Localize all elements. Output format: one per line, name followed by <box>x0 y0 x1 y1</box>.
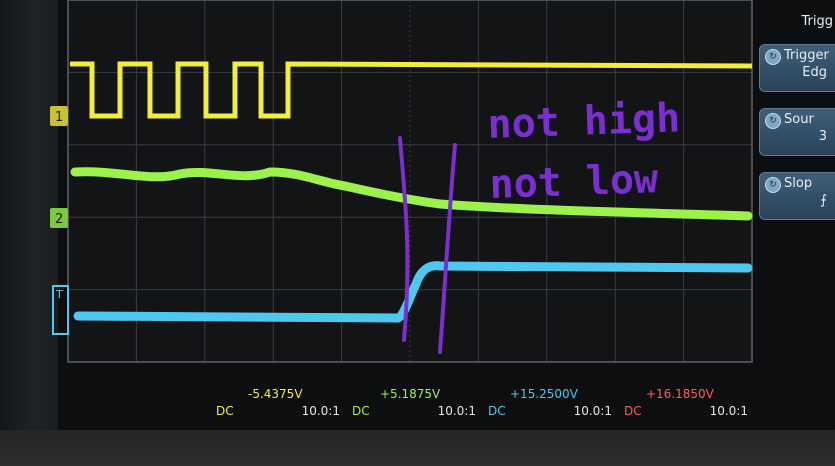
annotation-markup <box>398 136 457 354</box>
trigger-menu-title: Trigg <box>801 14 834 29</box>
channel-3-coupling: DC <box>488 404 506 418</box>
annotation-not-high: not high <box>487 95 681 148</box>
rotate-knob-icon: ↻ <box>765 177 781 193</box>
source-softkey[interactable]: ↻ Sour 3 <box>759 108 835 156</box>
channel-2-marker[interactable]: 2 <box>50 208 68 228</box>
slope-softkey[interactable]: ↻ Slop ⨍ <box>759 172 835 220</box>
svg-text:T: T <box>55 288 63 301</box>
channel-1-marker[interactable]: 1 <box>50 106 68 126</box>
slope-value: ⨍ <box>820 193 827 208</box>
channel-3-offset: +15.2500V <box>510 387 578 401</box>
svg-text:1: 1 <box>55 110 63 125</box>
source-label: Sour <box>784 112 814 127</box>
channel-2-offset: +5.1875V <box>380 387 441 401</box>
channel-1-trace <box>70 61 753 119</box>
annotation-left-bar <box>398 136 410 342</box>
channel-3-trace <box>73 261 753 323</box>
trigger-type-softkey[interactable]: ↻ Trigger Edg <box>759 44 835 92</box>
annotation-right-bar <box>438 143 457 354</box>
annotation-not-low: not low <box>489 156 660 208</box>
channel-1-offset: -5.4375V <box>248 387 303 401</box>
channel-3-marker[interactable]: T <box>52 285 69 335</box>
channel-2-status[interactable]: +5.1875V DC 10.0:1 <box>346 382 480 428</box>
channel-2-coupling: DC <box>352 404 370 418</box>
channel-4-offset: +16.1850V <box>646 387 714 401</box>
trigger-type-label: Trigger <box>784 48 829 63</box>
graticule-border <box>67 0 753 363</box>
rotate-knob-icon: ↻ <box>765 49 781 65</box>
channel-4-coupling: DC <box>624 404 642 418</box>
slope-label: Slop <box>784 176 813 191</box>
channel-3-status[interactable]: +15.2500V DC 10.0:1 <box>482 382 616 428</box>
channel-1-coupling: DC <box>216 404 234 418</box>
source-value: 3 <box>818 129 827 144</box>
channel-status-bar: -5.4375V DC 10.0:1 +5.1875V DC 10.0:1 +1… <box>210 382 750 428</box>
channel-1-probe-ratio: 10.0:1 <box>301 404 340 418</box>
svg-text:2: 2 <box>55 212 63 227</box>
channel-4-status[interactable]: +16.1850V DC 10.0:1 <box>618 382 752 428</box>
channel-1-status[interactable]: -5.4375V DC 10.0:1 <box>210 382 344 428</box>
channel-3-probe-ratio: 10.0:1 <box>573 404 612 418</box>
scope-bezel-left <box>0 0 58 466</box>
rotate-knob-icon: ↻ <box>765 113 781 129</box>
channel-2-trace <box>70 167 753 221</box>
channel-2-probe-ratio: 10.0:1 <box>437 404 476 418</box>
trigger-type-value: Edg <box>802 65 827 80</box>
channel-4-probe-ratio: 10.0:1 <box>709 404 748 418</box>
scope-bezel-bottom <box>0 430 835 466</box>
